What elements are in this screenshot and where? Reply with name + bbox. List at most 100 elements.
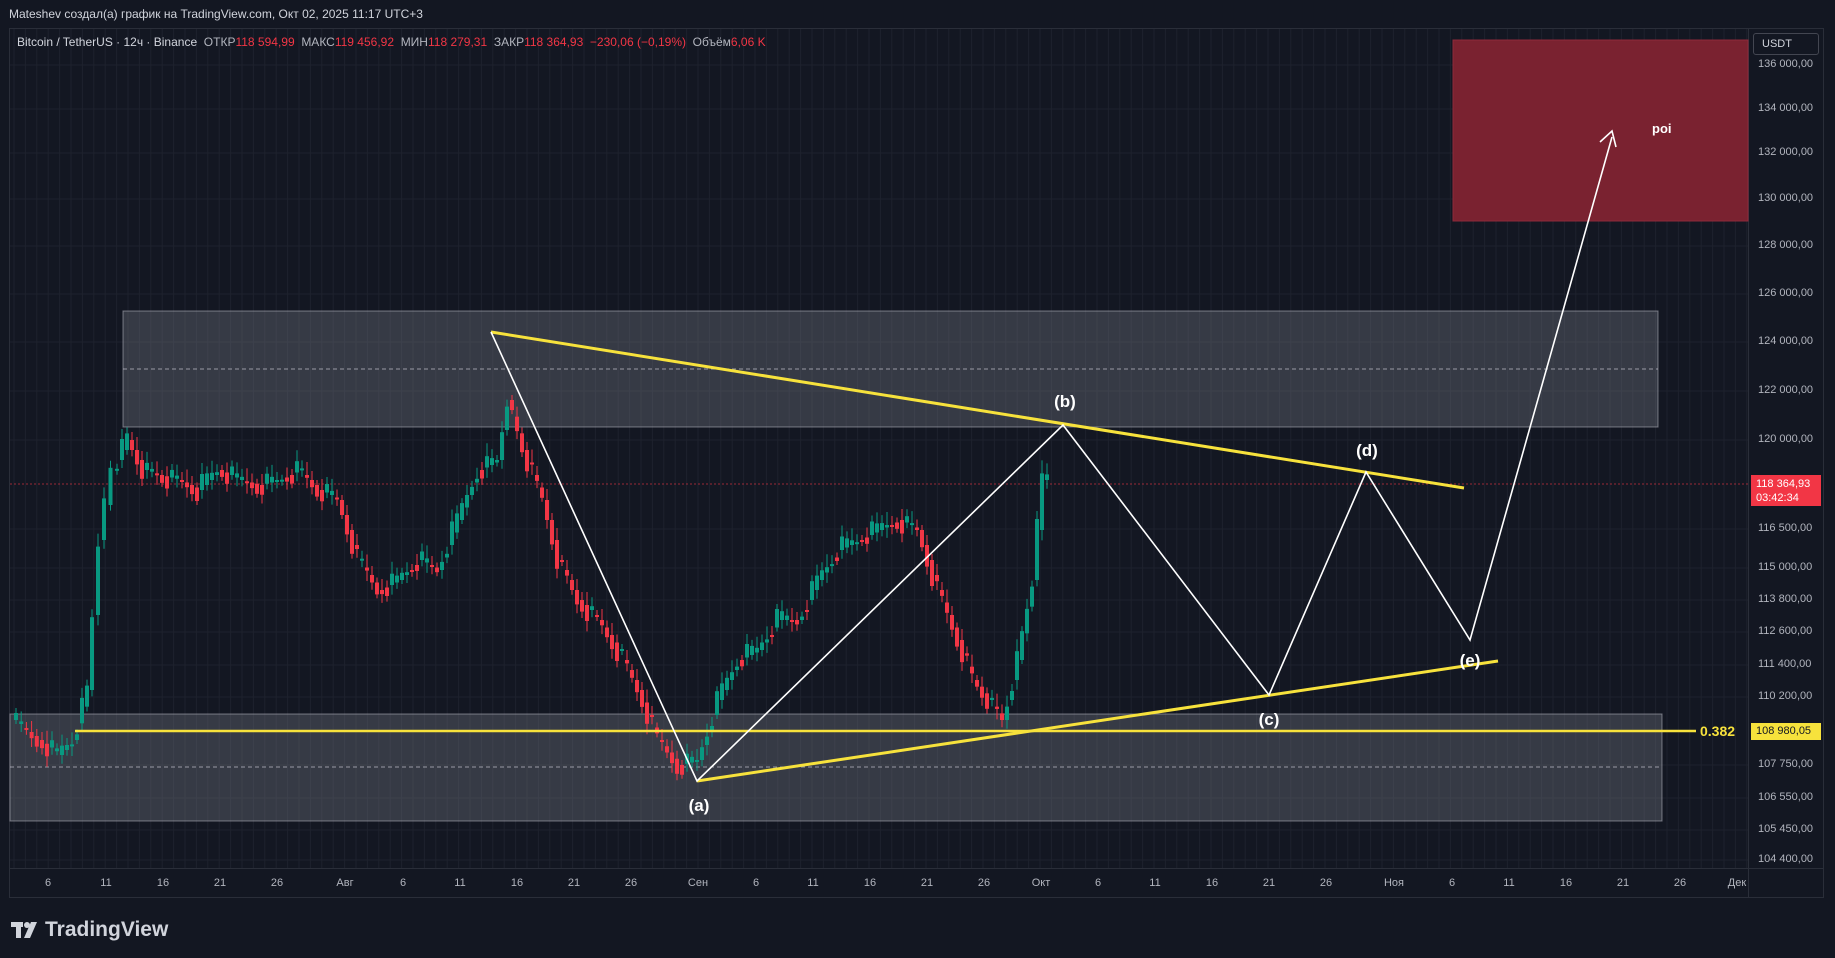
candle [515,416,519,432]
candle [365,567,369,571]
candle [335,497,339,500]
candle [140,460,144,479]
candle [865,537,869,544]
candle [130,440,134,450]
candle [600,620,604,626]
candle [375,582,379,595]
candle [675,758,679,774]
candle [50,740,54,748]
candle [40,740,44,749]
candle [420,551,424,560]
candle [250,482,254,489]
price-tick-label: 115 000,00 [1758,561,1813,573]
candle [390,573,394,585]
candle [210,472,214,480]
candle [345,515,349,535]
candle [925,545,929,567]
tradingview-logo[interactable]: TradingView [11,918,168,942]
candle [360,558,364,561]
candle [1000,713,1004,720]
time-tick-label: 11 [454,877,466,889]
wave-label-c: (c) [1258,710,1280,729]
symbol-name[interactable]: Bitcoin / TetherUS · 12ч · Binance [17,35,198,49]
symbol-legend: Bitcoin / TetherUS · 12ч · Binance ОТКР1… [17,35,766,49]
price-tick-label: 105 450,00 [1758,823,1814,835]
price-tick-label: 124 000,00 [1758,335,1814,347]
candle [195,487,199,501]
candle [750,645,754,655]
candle [1040,473,1044,530]
price-tick-label: 106 550,00 [1758,791,1814,803]
candle [85,685,89,707]
candle [565,570,569,576]
time-tick-label: 11 [1503,877,1515,889]
change-value: −230,06 (−0,19%) [589,35,686,49]
wave-label-e: (e) [1459,651,1481,670]
candle [115,468,119,471]
candle [915,527,919,530]
candle [995,706,999,709]
candle [1010,691,1014,700]
candle [350,530,354,554]
candle [870,521,874,535]
bar-countdown: 03:42:34 [1756,492,1799,504]
candle [505,406,509,430]
candle [630,670,634,678]
candle [595,615,599,617]
candle [170,469,174,478]
candle [830,564,834,567]
candle [225,472,229,484]
candle [695,760,699,762]
time-tick-label: 26 [977,877,991,889]
candle [725,677,729,690]
candle [535,475,539,481]
candle [530,462,534,465]
candle [205,473,209,485]
candle [1015,651,1019,680]
time-tick-label: 16 [1559,877,1573,889]
candle [305,475,309,478]
time-tick-label: 16 [510,877,524,889]
price-tick-label: 104 400,00 [1758,853,1814,865]
candle [890,525,894,527]
candle [445,553,449,558]
time-tick-label: 16 [1205,877,1219,889]
candle [525,450,529,472]
candle [760,642,764,650]
candle [120,439,124,460]
candle [880,523,884,530]
candle [605,627,609,638]
candle [920,530,924,548]
candle [730,672,734,680]
candle [805,610,809,612]
candle [180,480,184,482]
candle [230,466,234,475]
time-axis-separator [9,868,1824,869]
candlestick-series [14,395,1049,781]
close-label: ЗАКР [493,35,525,49]
candle [385,587,389,596]
candle [840,536,844,550]
candle [660,740,664,742]
candle [875,523,879,533]
candle [700,747,704,760]
candle [1020,631,1024,660]
candle [285,477,289,482]
candle [645,702,649,724]
candle [690,756,694,763]
candle [710,726,714,730]
candle [485,456,489,468]
candle [320,490,324,502]
candle [615,642,619,661]
candle [495,460,499,463]
candle [200,474,204,490]
wave-label-a: (a) [688,796,710,815]
currency-button[interactable]: USDT [1753,33,1819,55]
candle [14,713,18,720]
lower-trendline [696,659,1499,783]
candle [380,590,384,595]
candle [185,482,189,488]
candle [905,516,909,523]
price-axis-separator [1748,28,1749,898]
